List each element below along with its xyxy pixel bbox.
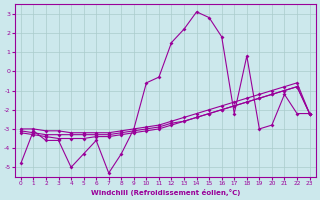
X-axis label: Windchill (Refroidissement éolien,°C): Windchill (Refroidissement éolien,°C): [91, 189, 240, 196]
